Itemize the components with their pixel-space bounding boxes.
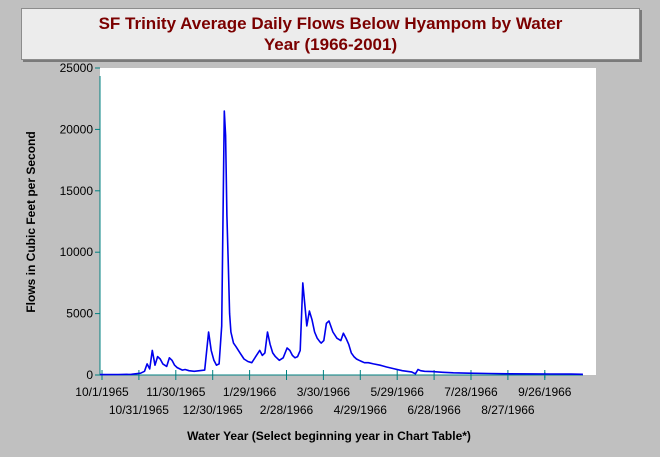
y-tick-label: 10000: [60, 245, 94, 259]
flow-series-line: [99, 110, 583, 376]
y-axis-title: Flows in Cubic Feet per Second: [24, 131, 38, 312]
x-tick-label: 11/30/1965: [146, 385, 205, 399]
y-tick-label: 15000: [60, 184, 94, 198]
x-tick-label: 7/28/1966: [444, 385, 498, 399]
x-tick-label: 8/27/1966: [481, 403, 535, 417]
x-tick-label: 1/29/1966: [223, 385, 277, 399]
x-axis-title: Water Year (Select beginning year in Cha…: [187, 429, 471, 443]
x-tick-label: 2/28/1966: [260, 403, 314, 417]
x-tick-label: 6/28/1966: [407, 403, 461, 417]
chart-title: SF Trinity Average Daily Flows Below Hya…: [98, 14, 563, 54]
y-tick-label: 5000: [66, 307, 93, 321]
x-tick-label: 3/30/1966: [297, 385, 351, 399]
x-tick-label: 10/31/1965: [109, 403, 169, 417]
chart-title-box: SF Trinity Average Daily Flows Below Hya…: [21, 8, 640, 60]
y-tick-label: 25000: [60, 61, 94, 75]
y-tick-label: 0: [86, 368, 93, 382]
plot-area: [100, 68, 596, 375]
series-group: [99, 110, 583, 376]
x-tick-label: 9/26/1966: [518, 385, 572, 399]
x-tick-label: 12/30/1965: [183, 403, 243, 417]
x-tick-label: 10/1/1965: [75, 385, 129, 399]
x-tick-label: 4/29/1966: [334, 403, 388, 417]
y-axis: 0 5000 10000 15000 20000 25000: [60, 61, 101, 382]
x-axis: 10/1/1965 10/31/1965 11/30/1965 12/30/1965 1…: [75, 370, 583, 417]
x-tick-label: 5/29/1966: [371, 385, 425, 399]
y-tick-label: 20000: [60, 122, 94, 136]
